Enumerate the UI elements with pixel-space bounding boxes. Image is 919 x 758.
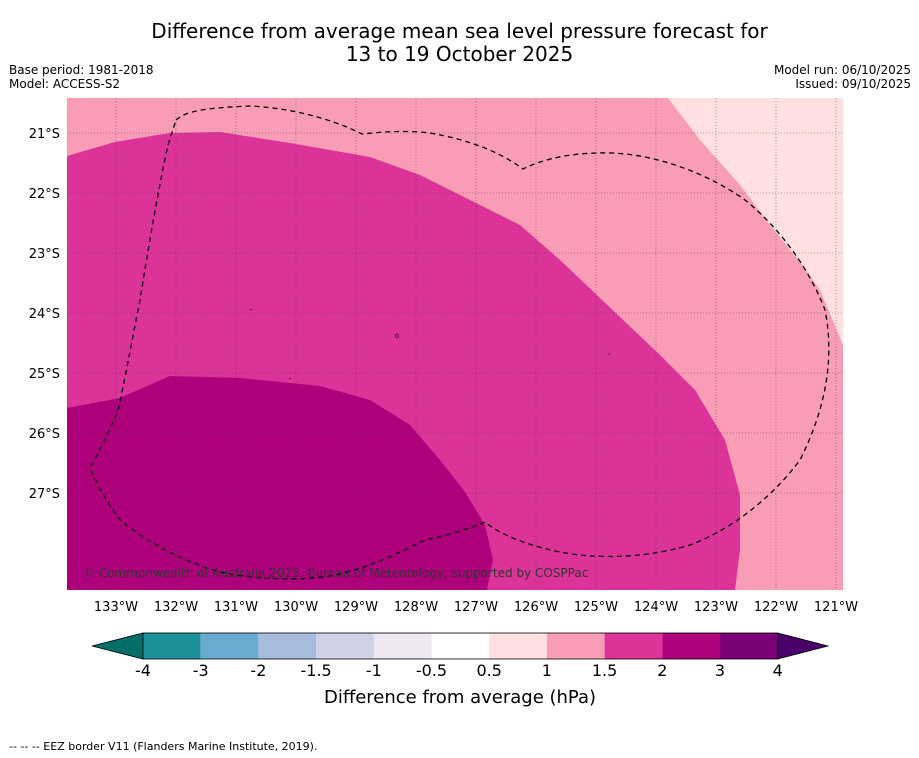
colorbar-tick: -4 — [135, 661, 151, 680]
meta-left: Base period: 1981-2018 Model: ACCESS-S2 — [9, 63, 154, 91]
lat-label: 26°S — [29, 427, 60, 442]
lat-label: 22°S — [29, 187, 60, 202]
issued-date: Issued: 09/10/2025 — [795, 77, 911, 91]
colorbar-tick: -3 — [193, 661, 209, 680]
colorbar-tick: -1.5 — [300, 661, 331, 680]
lat-label: 27°S — [29, 487, 60, 502]
lon-label: 126°W — [514, 600, 558, 615]
lon-label: 127°W — [454, 600, 498, 615]
lon-label: 124°W — [634, 600, 678, 615]
colorbar-swatch — [373, 633, 432, 659]
pressure-region-0.5-1 — [668, 98, 843, 345]
colorbar-tick: -0.5 — [416, 661, 447, 680]
lon-label: 121°W — [814, 600, 858, 615]
lon-label: 129°W — [334, 600, 378, 615]
colorbar-swatch — [258, 633, 317, 659]
colorbar-tick: -2 — [250, 661, 266, 680]
model-name: Model: ACCESS-S2 — [9, 77, 121, 91]
longitude-labels: 133°W 132°W 131°W 130°W 129°W 128°W 127°… — [94, 600, 858, 615]
lon-label: 123°W — [694, 600, 738, 615]
colorbar-tick: 1 — [542, 661, 552, 680]
lon-label: 131°W — [214, 600, 258, 615]
chart-title-line1: Difference from average mean sea level p… — [151, 19, 768, 43]
colorbar-swatch — [489, 633, 547, 659]
copyright-text: © Commonwealth of Australia 2025, Bureau… — [83, 566, 588, 580]
colorbar-tick: -1 — [366, 661, 382, 680]
lon-label: 122°W — [754, 600, 798, 615]
meta-right: Model run: 06/10/2025 Issued: 09/10/2025 — [774, 63, 911, 91]
colorbar-swatch — [143, 633, 201, 659]
colorbar-swatch — [662, 633, 720, 659]
island — [249, 308, 253, 311]
colorbar-tick: 3 — [715, 661, 725, 680]
colorbar-tick: 1.5 — [592, 661, 617, 680]
colorbar-title: Difference from average (hPa) — [324, 687, 596, 708]
lat-label: 24°S — [29, 307, 60, 322]
colorbar-swatch — [546, 633, 605, 659]
pressure-region-2-3 — [67, 376, 493, 590]
island — [288, 377, 292, 380]
colorbar-swatch — [316, 633, 374, 659]
lon-label: 133°W — [94, 600, 138, 615]
lat-label: 25°S — [29, 367, 60, 382]
colorbar-swatch — [604, 633, 663, 659]
colorbar-frame — [142, 632, 779, 660]
colorbar-over-arrow — [777, 632, 830, 660]
colorbar-tick: 2 — [657, 661, 667, 680]
island — [395, 333, 399, 339]
base-period: Base period: 1981-2018 — [9, 63, 154, 77]
model-run: Model run: 06/10/2025 — [773, 63, 911, 77]
chart-title-line2: 13 to 19 October 2025 — [345, 42, 574, 66]
colorbar-tick: 4 — [773, 661, 783, 680]
latitude-labels: 21°S 22°S 23°S 24°S 25°S 26°S 27°S — [29, 127, 60, 502]
map-area: © Commonwealth of Australia 2025, Bureau… — [67, 98, 843, 590]
colorbar-swatch — [720, 633, 778, 659]
colorbar-swatch — [200, 633, 259, 659]
colorbar-swatch — [431, 633, 490, 659]
lon-label: 125°W — [574, 600, 618, 615]
lat-label: 21°S — [29, 127, 60, 142]
colorbar-tick: 0.5 — [476, 661, 501, 680]
lon-label: 132°W — [154, 600, 198, 615]
colorbar-tick-labels: -4 -3 -2 -1.5 -1 -0.5 0.5 1 1.5 2 3 4 — [135, 661, 783, 680]
lat-label: 23°S — [29, 247, 60, 262]
colorbar: -4 -3 -2 -1.5 -1 -0.5 0.5 1 1.5 2 3 4 Di… — [91, 632, 830, 708]
lon-label: 128°W — [394, 600, 438, 615]
graticule — [67, 98, 843, 590]
islands — [249, 308, 610, 380]
eez-legend-note: -- -- -- EEZ border V11 (Flanders Marine… — [9, 740, 318, 753]
lon-label: 130°W — [274, 600, 318, 615]
eez-border — [89, 105, 830, 580]
colorbar-under-arrow — [91, 632, 144, 660]
